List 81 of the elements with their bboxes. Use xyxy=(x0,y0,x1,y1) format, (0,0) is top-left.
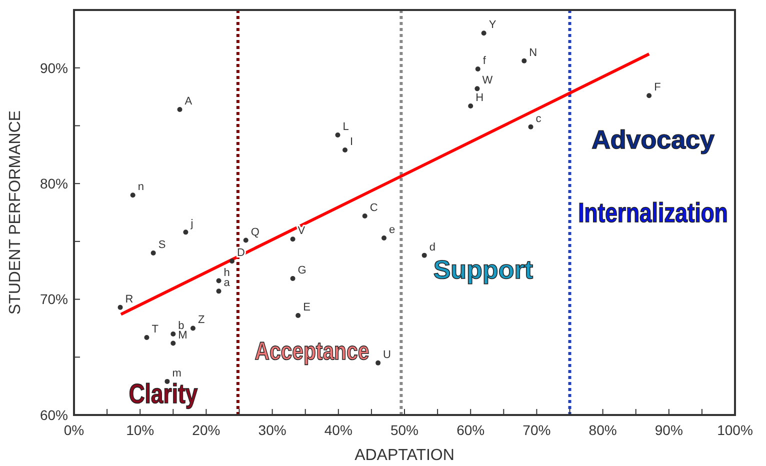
point xyxy=(150,250,156,256)
data-label: T xyxy=(152,323,159,336)
data-label: Z xyxy=(198,314,205,326)
x-axis-title: ADAPTATION xyxy=(354,447,454,464)
annotation: Internalization xyxy=(578,198,728,229)
point xyxy=(528,124,534,130)
point xyxy=(335,132,340,138)
data-label: h xyxy=(224,266,230,279)
point xyxy=(118,304,123,310)
x-tick-label: 20% xyxy=(192,422,220,438)
point xyxy=(376,360,381,366)
x-tick-label: 50% xyxy=(390,422,419,438)
point xyxy=(475,66,480,72)
point xyxy=(481,30,486,36)
point xyxy=(177,107,182,112)
annotation: Support xyxy=(433,254,534,284)
y-tick-label: 60% xyxy=(40,406,68,423)
data-label: Y xyxy=(488,19,497,32)
x-tick-label: 100% xyxy=(717,422,753,438)
point xyxy=(646,93,652,98)
point xyxy=(290,236,296,242)
data-label: D xyxy=(236,247,245,260)
point xyxy=(243,238,248,243)
annotation: Acceptance xyxy=(254,336,370,366)
point xyxy=(170,340,176,346)
point xyxy=(229,258,234,264)
point xyxy=(422,252,427,258)
point xyxy=(183,230,188,235)
annotation: Advocacy xyxy=(592,124,715,155)
x-tick-label: 0% xyxy=(64,422,84,438)
data-label: n xyxy=(138,181,144,194)
point xyxy=(296,312,301,318)
point xyxy=(216,278,222,284)
data-label: M xyxy=(178,329,188,342)
data-label: f xyxy=(482,55,487,68)
data-label: A xyxy=(184,96,193,108)
data-label: G xyxy=(298,264,306,276)
data-label: W xyxy=(482,74,494,87)
point xyxy=(522,58,527,64)
point xyxy=(362,213,368,218)
data-label: e xyxy=(389,224,396,236)
point xyxy=(144,334,150,340)
y-axis-title: STUDENT PERFORMANCE xyxy=(7,110,24,315)
x-tick-label: 80% xyxy=(588,422,617,438)
data-label: b xyxy=(178,320,184,332)
point xyxy=(342,148,348,153)
data-label: C xyxy=(370,202,378,214)
data-label: R xyxy=(125,293,134,306)
point xyxy=(216,288,222,294)
point xyxy=(382,235,387,240)
x-tick-label: 60% xyxy=(456,422,485,438)
x-tick-label: 70% xyxy=(522,422,551,438)
data-label: c xyxy=(536,112,542,125)
point xyxy=(474,86,480,92)
data-label: V xyxy=(298,225,306,238)
point xyxy=(290,276,296,281)
data-label: Q xyxy=(250,226,260,238)
data-label: I xyxy=(350,136,354,148)
y-tick-label: 80% xyxy=(40,175,68,192)
point xyxy=(170,332,176,336)
data-label: U xyxy=(383,348,392,361)
x-tick-label: 90% xyxy=(654,422,683,438)
x-tick-label: 10% xyxy=(126,422,154,438)
data-label: H xyxy=(476,92,484,104)
data-label: E xyxy=(303,301,310,314)
y-tick-label: 90% xyxy=(40,60,68,76)
point xyxy=(190,326,196,331)
data-label: F xyxy=(654,82,662,94)
point xyxy=(468,104,474,109)
x-tick-label: 30% xyxy=(258,422,286,438)
annotation: Clarity xyxy=(128,380,198,410)
data-label: j xyxy=(190,218,194,230)
x-tick-label: 40% xyxy=(324,422,352,438)
point xyxy=(130,192,136,198)
data-label: d xyxy=(429,241,436,254)
data-label: S xyxy=(158,239,166,251)
data-label: N xyxy=(529,46,538,59)
y-tick-label: 70% xyxy=(40,291,68,308)
data-label: L xyxy=(342,120,349,133)
data-label: m xyxy=(172,367,182,380)
data-label: a xyxy=(224,277,231,290)
